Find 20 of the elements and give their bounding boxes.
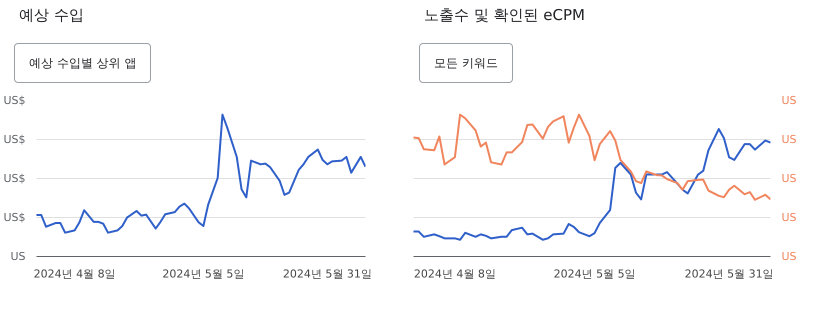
x-tick-label: 2024년 5월 5일 [554,268,636,280]
x-tick-label: 2024년 4월 8일 [34,268,116,280]
chart-title: 예상 수입 [19,5,84,26]
text: US$ [3,172,26,185]
chart-title: 노출수 및 확인된 eCPM [424,5,585,26]
chart-subtitle: 예상 수입별 상위 앱 [29,55,136,72]
text: US [10,250,26,263]
x-tick-label: 2024년 5월 31일 [282,268,372,280]
text: US [782,133,797,146]
text: US [782,250,797,263]
text: US$ [3,94,26,107]
text: US [782,172,797,185]
text: US [782,94,797,107]
text: US [782,211,797,224]
text: US$ [3,133,26,146]
chart-subtitle: 모든 키워드 [434,55,498,72]
x-tick-label: 2024년 5월 5일 [162,268,244,280]
x-tick-label: 2024년 5월 31일 [684,268,774,280]
x-tick-label: 2024년 4월 8일 [414,268,496,280]
text: US$ [3,211,26,224]
